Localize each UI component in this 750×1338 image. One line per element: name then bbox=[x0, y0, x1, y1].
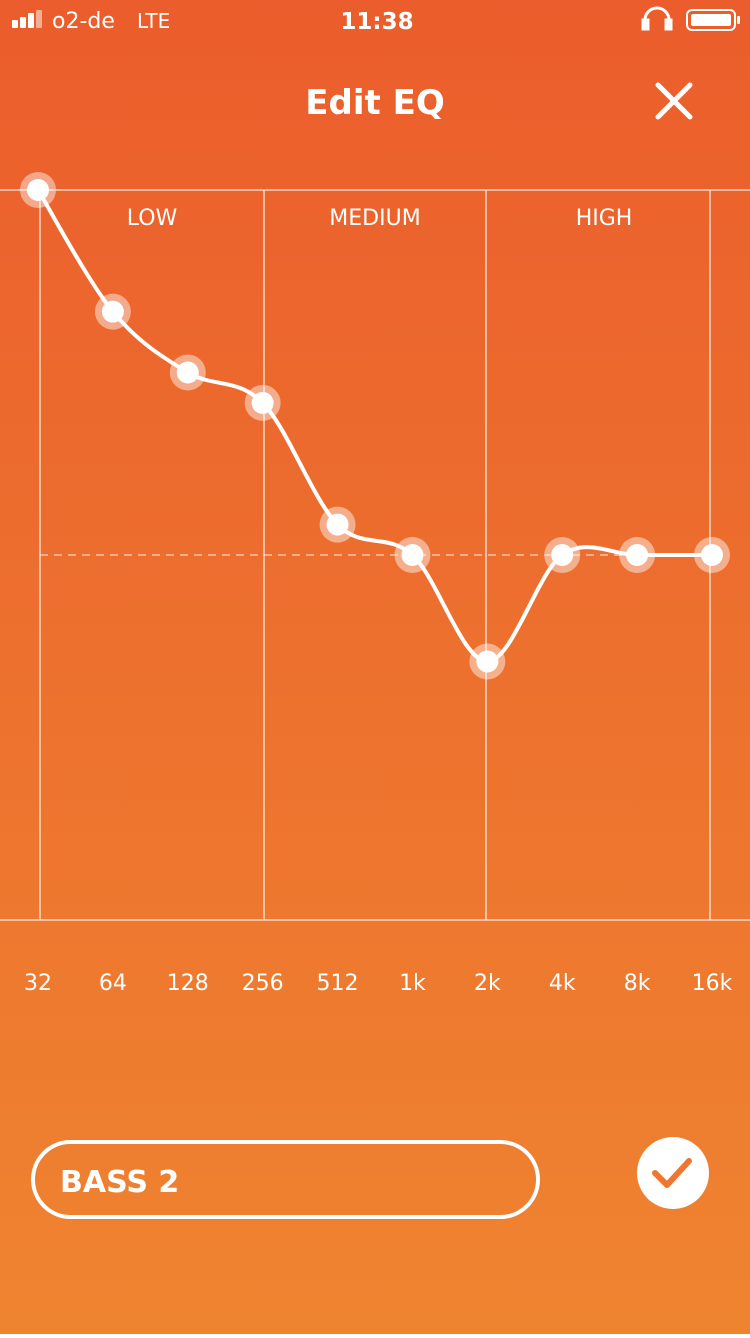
eq-curve bbox=[36, 188, 712, 664]
header-title: Edit EQ bbox=[305, 83, 444, 123]
section-label: MEDIUM bbox=[329, 206, 420, 231]
eq-handle-dot bbox=[701, 544, 723, 566]
eq-handle-dot bbox=[401, 544, 424, 566]
battery-icon bbox=[686, 9, 740, 31]
clock: 11:38 bbox=[340, 9, 413, 35]
x-tick-label: 64 bbox=[99, 971, 127, 996]
preset-name: BASS 2 bbox=[60, 1165, 179, 1200]
eq-handle-dot bbox=[251, 391, 274, 414]
x-tick-label: 512 bbox=[317, 971, 359, 996]
eq-handle-dot bbox=[551, 544, 574, 566]
confirm-button[interactable] bbox=[637, 1137, 709, 1209]
eq-handle-dot bbox=[176, 361, 199, 384]
close-button[interactable] bbox=[655, 82, 693, 120]
headphones-icon bbox=[641, 6, 673, 31]
signal-icon bbox=[12, 10, 42, 28]
network: LTE bbox=[137, 9, 170, 33]
x-tick-label: 4k bbox=[549, 971, 576, 996]
x-tick-label: 256 bbox=[242, 971, 284, 996]
section-label: HIGH bbox=[576, 206, 633, 231]
section-label: LOW bbox=[127, 206, 178, 231]
eq-handle-dot bbox=[326, 513, 349, 536]
eq-handle-dot bbox=[101, 300, 124, 323]
eq-handle-dot bbox=[476, 650, 499, 673]
x-tick-label: 16k bbox=[692, 971, 733, 996]
x-tick-label: 128 bbox=[167, 971, 209, 996]
x-tick-label: 32 bbox=[24, 971, 52, 996]
x-tick-label: 2k bbox=[474, 971, 501, 996]
x-tick-label: 1k bbox=[399, 971, 426, 996]
eq-handle-dot bbox=[27, 179, 49, 201]
x-tick-label: 8k bbox=[624, 971, 651, 996]
eq-chart: LOW MEDIUM HIGH 32 64 128 256 512 1k 2k 4k 8k 16k bbox=[20, 172, 733, 996]
carrier: o2-de bbox=[52, 9, 115, 34]
eq-handle-dot bbox=[626, 544, 649, 566]
preset-field[interactable] bbox=[31, 1140, 540, 1219]
